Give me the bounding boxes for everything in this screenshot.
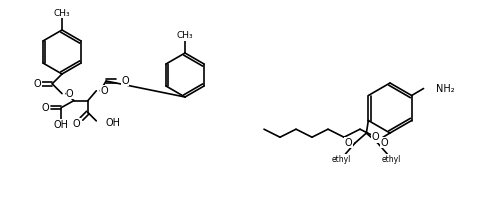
Text: O: O [344,138,351,148]
Text: CH₃: CH₃ [176,31,193,41]
Text: OH: OH [54,120,69,130]
Text: CH₃: CH₃ [54,8,70,18]
Text: NH₂: NH₂ [435,84,453,94]
Text: ethyl: ethyl [331,155,350,164]
Text: O: O [370,132,378,142]
Text: O: O [380,138,387,148]
Text: OH: OH [105,118,120,128]
Text: O: O [100,86,108,96]
Text: O: O [42,103,49,113]
Text: O: O [66,89,74,99]
Text: O: O [33,79,41,89]
Text: O: O [121,76,128,86]
Text: ethyl: ethyl [381,155,400,164]
Text: O: O [73,119,80,129]
